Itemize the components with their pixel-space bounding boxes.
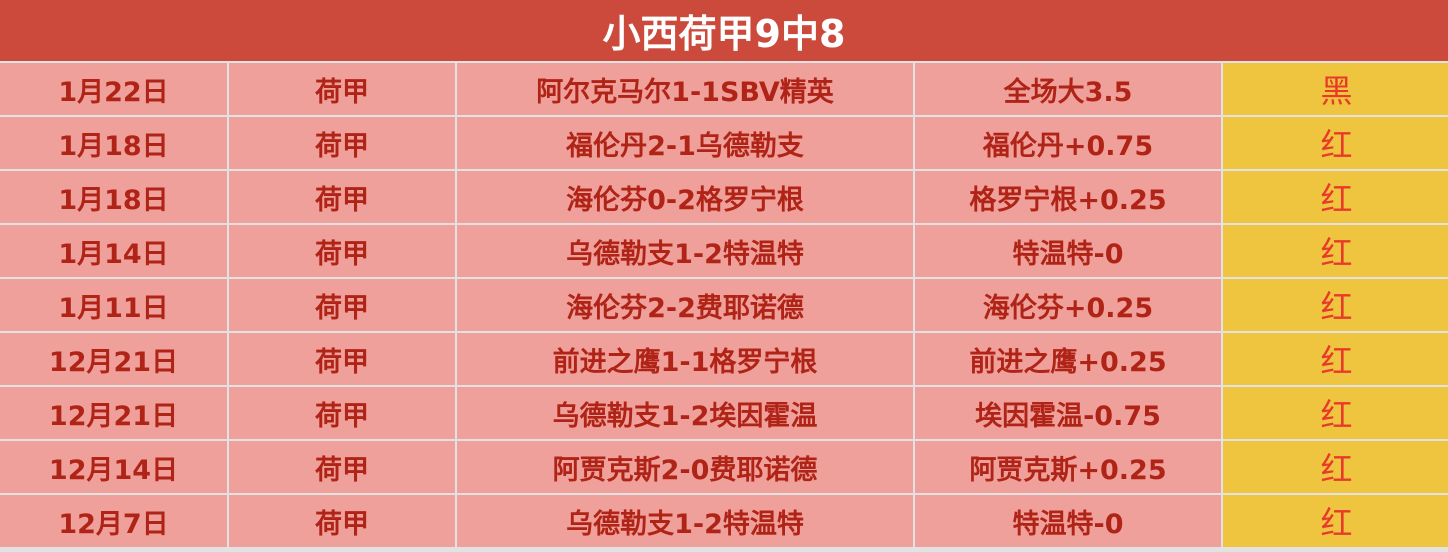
league-cell: 荷甲 xyxy=(229,117,455,169)
result-cell: 红 xyxy=(1223,117,1448,169)
result-cell: 红 xyxy=(1223,387,1448,439)
league-cell: 荷甲 xyxy=(229,63,455,115)
table-row: 1月11日 荷甲 海伦芬2-2费耶诺德 海伦芬+0.25 红 xyxy=(0,279,1448,331)
result-cell: 红 xyxy=(1223,171,1448,223)
table-row: 12月7日 荷甲 乌德勒支1-2特温特 特温特-0 红 xyxy=(0,495,1448,547)
league-cell: 荷甲 xyxy=(229,333,455,385)
date-cell: 12月14日 xyxy=(0,441,227,493)
table-row: 12月21日 荷甲 前进之鹰1-1格罗宁根 前进之鹰+0.25 红 xyxy=(0,333,1448,385)
table-row: 1月22日 荷甲 阿尔克马尔1-1SBV精英 全场大3.5 黑 xyxy=(0,63,1448,115)
pick-cell: 特温特-0 xyxy=(915,495,1221,547)
match-cell: 福伦丹2-1乌德勒支 xyxy=(457,117,913,169)
league-cell: 荷甲 xyxy=(229,279,455,331)
pick-cell: 阿贾克斯+0.25 xyxy=(915,441,1221,493)
match-cell: 海伦芬0-2格罗宁根 xyxy=(457,171,913,223)
match-cell: 阿尔克马尔1-1SBV精英 xyxy=(457,63,913,115)
match-cell: 乌德勒支1-2埃因霍温 xyxy=(457,387,913,439)
date-cell: 1月22日 xyxy=(0,63,227,115)
pick-cell: 埃因霍温-0.75 xyxy=(915,387,1221,439)
league-cell: 荷甲 xyxy=(229,495,455,547)
date-cell: 12月7日 xyxy=(0,495,227,547)
match-cell: 海伦芬2-2费耶诺德 xyxy=(457,279,913,331)
table-row: 1月18日 荷甲 福伦丹2-1乌德勒支 福伦丹+0.75 红 xyxy=(0,117,1448,169)
match-cell: 阿贾克斯2-0费耶诺德 xyxy=(457,441,913,493)
match-cell: 乌德勒支1-2特温特 xyxy=(457,495,913,547)
league-cell: 荷甲 xyxy=(229,225,455,277)
date-cell: 1月18日 xyxy=(0,171,227,223)
result-cell: 红 xyxy=(1223,495,1448,547)
league-cell: 荷甲 xyxy=(229,441,455,493)
results-table: 1月22日 荷甲 阿尔克马尔1-1SBV精英 全场大3.5 黑 1月18日 荷甲 福伦丹2-1… xyxy=(0,63,1448,549)
pick-cell: 特温特-0 xyxy=(915,225,1221,277)
result-cell: 红 xyxy=(1223,225,1448,277)
date-cell: 12月21日 xyxy=(0,387,227,439)
pick-cell: 格罗宁根+0.25 xyxy=(915,171,1221,223)
result-cell: 红 xyxy=(1223,279,1448,331)
date-cell: 1月18日 xyxy=(0,117,227,169)
date-cell: 1月14日 xyxy=(0,225,227,277)
date-cell: 12月21日 xyxy=(0,333,227,385)
table-row: 1月14日 荷甲 乌德勒支1-2特温特 特温特-0 红 xyxy=(0,225,1448,277)
pick-cell: 全场大3.5 xyxy=(915,63,1221,115)
result-cell: 红 xyxy=(1223,333,1448,385)
table-row: 12月21日 荷甲 乌德勒支1-2埃因霍温 埃因霍温-0.75 红 xyxy=(0,387,1448,439)
match-cell: 前进之鹰1-1格罗宁根 xyxy=(457,333,913,385)
pick-cell: 海伦芬+0.25 xyxy=(915,279,1221,331)
league-cell: 荷甲 xyxy=(229,387,455,439)
pick-cell: 前进之鹰+0.25 xyxy=(915,333,1221,385)
table-row: 1月18日 荷甲 海伦芬0-2格罗宁根 格罗宁根+0.25 红 xyxy=(0,171,1448,223)
match-cell: 乌德勒支1-2特温特 xyxy=(457,225,913,277)
league-cell: 荷甲 xyxy=(229,171,455,223)
result-cell: 黑 xyxy=(1223,63,1448,115)
pick-cell: 福伦丹+0.75 xyxy=(915,117,1221,169)
result-cell: 红 xyxy=(1223,441,1448,493)
date-cell: 1月11日 xyxy=(0,279,227,331)
page-title: 小西荷甲9中8 xyxy=(0,0,1448,61)
table-row: 12月14日 荷甲 阿贾克斯2-0费耶诺德 阿贾克斯+0.25 红 xyxy=(0,441,1448,493)
